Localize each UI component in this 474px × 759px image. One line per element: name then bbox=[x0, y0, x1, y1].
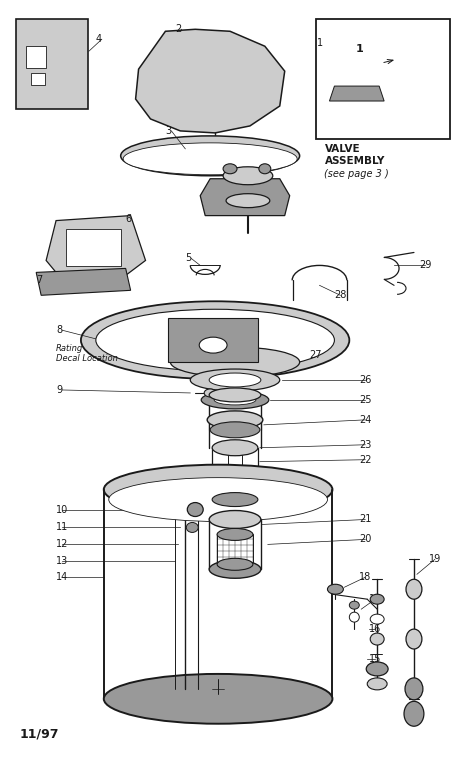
Text: 16: 16 bbox=[369, 624, 382, 634]
Text: 4: 4 bbox=[96, 34, 102, 44]
Ellipse shape bbox=[370, 633, 384, 645]
Ellipse shape bbox=[223, 167, 273, 184]
Ellipse shape bbox=[366, 662, 388, 676]
Text: 8: 8 bbox=[56, 325, 62, 335]
Ellipse shape bbox=[406, 629, 422, 649]
Ellipse shape bbox=[104, 465, 332, 515]
Ellipse shape bbox=[405, 678, 423, 700]
Bar bbox=[16, 19, 88, 109]
Text: 21: 21 bbox=[359, 515, 372, 524]
Bar bbox=[316, 19, 450, 139]
Ellipse shape bbox=[104, 674, 332, 724]
Text: 10: 10 bbox=[56, 505, 68, 515]
Ellipse shape bbox=[170, 347, 300, 377]
Ellipse shape bbox=[186, 522, 198, 532]
Text: 24: 24 bbox=[359, 415, 372, 425]
Ellipse shape bbox=[214, 395, 256, 405]
Text: 11: 11 bbox=[56, 522, 68, 533]
Text: 5: 5 bbox=[185, 254, 191, 263]
Ellipse shape bbox=[209, 373, 261, 387]
Text: 13: 13 bbox=[56, 556, 68, 566]
Text: 26: 26 bbox=[359, 375, 372, 385]
Ellipse shape bbox=[209, 511, 261, 528]
Text: 12: 12 bbox=[56, 540, 68, 550]
Ellipse shape bbox=[370, 594, 384, 604]
Text: 3: 3 bbox=[165, 126, 172, 136]
Ellipse shape bbox=[201, 391, 269, 409]
Text: 25: 25 bbox=[359, 395, 372, 405]
Ellipse shape bbox=[226, 194, 270, 208]
Text: 20: 20 bbox=[359, 534, 372, 544]
Ellipse shape bbox=[123, 143, 297, 175]
Ellipse shape bbox=[204, 389, 216, 397]
Ellipse shape bbox=[109, 477, 328, 521]
Polygon shape bbox=[200, 178, 290, 216]
Ellipse shape bbox=[199, 337, 227, 353]
Ellipse shape bbox=[187, 502, 203, 516]
Bar bbox=[26, 46, 46, 68]
Text: 23: 23 bbox=[359, 439, 372, 450]
Text: Rating: Rating bbox=[56, 344, 83, 353]
Text: 6: 6 bbox=[126, 213, 132, 224]
Ellipse shape bbox=[96, 309, 335, 371]
Ellipse shape bbox=[223, 164, 237, 174]
Text: 11/97: 11/97 bbox=[19, 727, 59, 740]
Text: 29: 29 bbox=[419, 260, 431, 270]
Text: Decal Location: Decal Location bbox=[56, 354, 118, 363]
Text: (see page 3 ): (see page 3 ) bbox=[325, 168, 389, 179]
Ellipse shape bbox=[81, 301, 349, 379]
Ellipse shape bbox=[404, 701, 424, 726]
Ellipse shape bbox=[212, 493, 258, 506]
Ellipse shape bbox=[367, 678, 387, 690]
Text: 15: 15 bbox=[369, 654, 382, 664]
Ellipse shape bbox=[218, 391, 226, 401]
Polygon shape bbox=[136, 30, 285, 133]
Text: 17: 17 bbox=[369, 594, 382, 604]
Polygon shape bbox=[329, 86, 384, 101]
Ellipse shape bbox=[406, 579, 422, 599]
Text: 18: 18 bbox=[359, 572, 372, 582]
Text: 1: 1 bbox=[317, 38, 323, 49]
Ellipse shape bbox=[349, 601, 359, 609]
Ellipse shape bbox=[217, 559, 253, 570]
Ellipse shape bbox=[209, 388, 261, 402]
Ellipse shape bbox=[328, 584, 343, 594]
Text: 7: 7 bbox=[36, 276, 43, 285]
Ellipse shape bbox=[207, 411, 263, 429]
Text: 27: 27 bbox=[310, 350, 322, 360]
Text: VALVE: VALVE bbox=[325, 144, 360, 154]
Ellipse shape bbox=[209, 560, 261, 578]
Bar bbox=[66, 228, 121, 266]
Ellipse shape bbox=[212, 439, 258, 455]
Ellipse shape bbox=[121, 136, 300, 176]
Bar bbox=[31, 73, 45, 85]
Text: ASSEMBLY: ASSEMBLY bbox=[325, 156, 385, 165]
Text: 19: 19 bbox=[429, 554, 441, 565]
Text: 9: 9 bbox=[56, 385, 62, 395]
Ellipse shape bbox=[190, 369, 280, 391]
Bar bbox=[168, 318, 258, 362]
Ellipse shape bbox=[210, 422, 260, 438]
Text: 1: 1 bbox=[356, 44, 363, 54]
Polygon shape bbox=[46, 216, 146, 279]
Text: 14: 14 bbox=[56, 572, 68, 582]
Ellipse shape bbox=[259, 164, 271, 174]
Polygon shape bbox=[36, 269, 131, 295]
Text: 2: 2 bbox=[175, 24, 182, 34]
Ellipse shape bbox=[349, 613, 359, 622]
Ellipse shape bbox=[217, 528, 253, 540]
Text: 22: 22 bbox=[359, 455, 372, 465]
Text: 28: 28 bbox=[335, 290, 347, 301]
Ellipse shape bbox=[370, 614, 384, 624]
